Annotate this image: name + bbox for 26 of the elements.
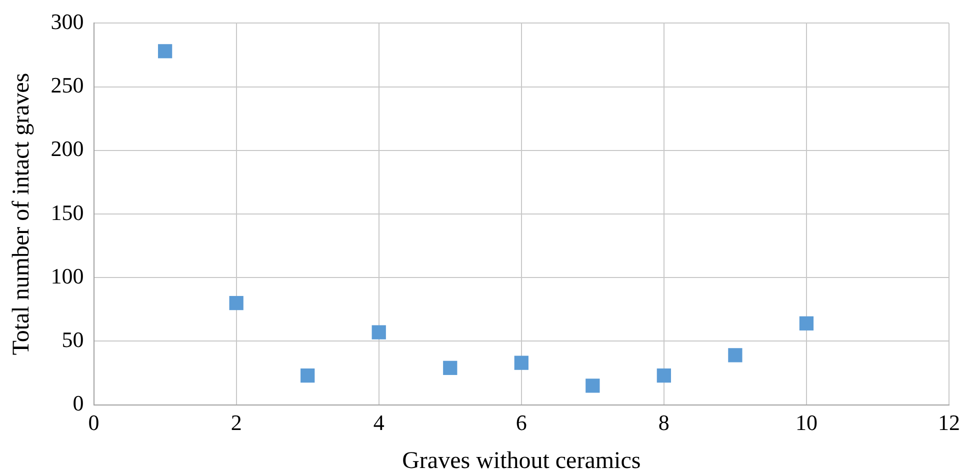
x-tick-label: 8 [658,410,670,435]
point [586,378,600,393]
point [229,296,244,310]
point [799,316,814,330]
point [158,44,172,58]
y-tick-label: 300 [50,8,84,34]
y-tick-label: 0 [72,390,84,416]
y-axis-title: Total number of intact graves [8,72,35,356]
x-tick-label: 4 [373,410,384,435]
y-tick-label: 200 [50,136,84,162]
y-tick-label: 150 [50,200,84,225]
x-tick-label: 12 [938,410,960,435]
x-tick-label: 10 [795,410,818,435]
y-tick-label: 250 [50,72,84,98]
x-tick-label: 2 [230,410,242,435]
point [443,360,458,375]
point [300,368,315,383]
y-tick-label: 100 [50,263,84,288]
point [372,325,386,340]
y-tick-label: 50 [62,326,84,352]
point [514,356,528,370]
point [656,368,672,383]
x-tick-label: 0 [88,410,100,435]
point [728,348,742,362]
x-axis-title: Graves without ceramics [402,448,641,474]
x-tick-label: 6 [516,410,527,435]
